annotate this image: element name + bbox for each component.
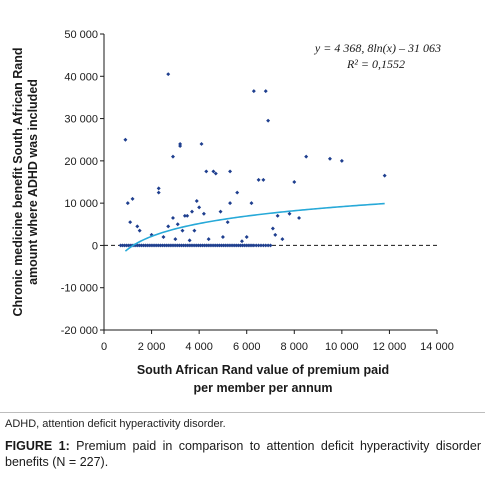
y-axis-title: Chronic medicine benefit South African R… [11,47,40,316]
data-point [166,224,171,229]
data-point-zero [261,243,266,248]
data-point [228,201,233,206]
data-point [204,169,209,174]
data-point [249,201,254,206]
y-tick-label: 30 000 [64,114,98,126]
data-point-zero [263,243,268,248]
trend-equation-label: y = 4 368, 8ln(x) – 31 063 [314,41,441,55]
data-point [327,156,332,161]
data-point [228,169,233,174]
data-point [297,215,302,220]
y-tick-label: 0 [92,240,98,252]
data-point [213,171,218,176]
data-point [170,215,175,220]
figure-footnote: ADHD, attention deficit hyperactivity di… [5,418,226,430]
x-tick-label: 4 000 [185,341,213,353]
data-point [173,237,178,242]
data-point [256,177,261,182]
data-point [161,234,166,239]
x-tick-label: 6 000 [233,341,261,353]
data-point [244,234,249,239]
data-points [118,72,387,248]
data-point [218,209,223,214]
x-tick-label: 12 000 [373,341,407,353]
data-point [175,222,180,227]
y-tick-label: 20 000 [64,156,98,168]
data-point [211,169,216,174]
x-axis-title-line: per member per annum [194,381,333,395]
data-point [235,190,240,195]
trendline [124,202,385,252]
data-point [273,232,278,237]
data-point [270,226,275,231]
data-point-zero [254,243,259,248]
y-axis-title-line: amount where ADHD was included [26,79,40,285]
figure-caption: FIGURE 1: Premium paid in comparison to … [5,438,481,470]
data-point [123,137,128,142]
data-point [266,118,271,123]
data-point [287,211,292,216]
data-point [280,237,285,242]
y-tick-label: 10 000 [64,198,98,210]
data-point [251,89,256,94]
data-point [125,201,130,206]
data-point [292,180,297,184]
data-point [201,211,206,216]
data-point [194,199,199,204]
y-axis: -20 000 -10 000 0 10 000 20 000 30 000 40 000 5… [61,29,105,337]
data-point [275,213,280,218]
data-point [166,72,171,77]
data-point [225,220,230,225]
data-point [263,89,268,94]
x-axis-title: South African Rand value of premium paid… [137,363,389,395]
y-tick-label: -20 000 [61,325,98,337]
r-squared-label: R² = 0,1552 [346,57,405,71]
data-point [220,234,225,239]
data-point [382,173,387,178]
data-point [130,196,135,201]
data-point [135,224,140,229]
x-axis: 0 2 000 4 000 6 000 8 000 10 000 12 000 14 000 [101,329,454,353]
data-point [239,239,244,244]
x-tick-label: 10 000 [325,341,359,353]
scatter-chart: Chronic medicine benefit South African R… [11,29,454,395]
data-point [128,220,133,225]
data-point [178,144,183,149]
data-point-zero [268,243,273,248]
data-point [339,158,344,163]
data-point [187,238,192,243]
y-axis-title-line: Chronic medicine benefit South African R… [11,47,25,316]
data-point [156,186,161,191]
data-point [180,228,185,233]
y-tick-label: 50 000 [64,29,98,41]
data-point [199,141,204,146]
x-tick-label: 14 000 [420,341,454,353]
chart-panel: Chronic medicine benefit South African R… [0,29,485,413]
data-point-zero [266,243,271,248]
x-tick-label: 0 [101,341,107,353]
data-point [170,154,175,159]
y-tick-label: 40 000 [64,71,98,83]
data-point [182,213,187,218]
data-point-zero [259,243,263,248]
data-point [190,209,194,214]
data-point [197,205,202,210]
figure-label: FIGURE 1: [5,439,70,453]
x-axis-title-line: South African Rand value of premium paid [137,363,389,377]
data-point [185,213,190,218]
data-point [206,237,211,242]
data-point [192,228,197,233]
data-point [304,154,309,159]
data-point [178,141,183,146]
data-point-zero [256,243,261,248]
data-point [137,228,142,233]
trend-curve [124,202,385,252]
x-tick-label: 2 000 [138,341,166,353]
data-point [261,177,266,182]
y-tick-label: -10 000 [61,283,98,295]
x-tick-label: 8 000 [281,341,309,353]
data-point [156,190,161,195]
figure-caption-text: Premium paid in comparison to attention … [5,439,481,469]
data-point-zero [251,243,256,248]
